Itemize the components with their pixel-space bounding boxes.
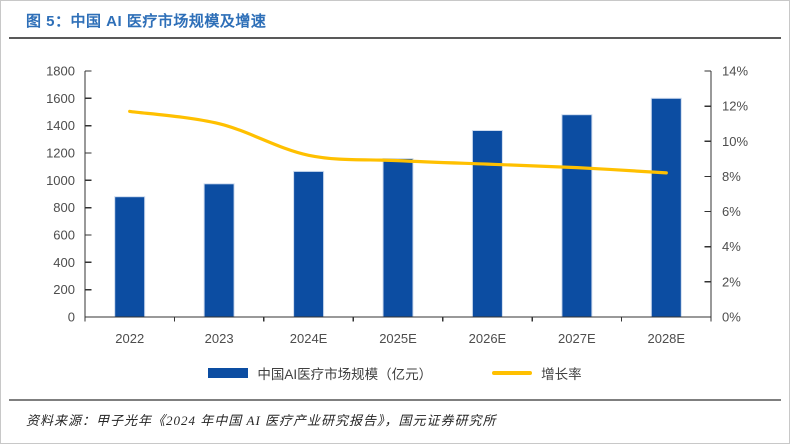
left-axis-label: 1800 [46,64,75,79]
bar-2026E [471,130,503,318]
bar-2022 [114,196,146,318]
legend-label-growth-rate: 增长率 [541,367,582,382]
x-axis-label-2023: 2023 [205,331,234,346]
legend-item-market-size: 中国AI医疗市场规模（亿元） [208,363,432,383]
bar-2023 [203,183,235,318]
right-axis-label: 6% [722,204,741,219]
bar-series-swatch-icon [208,368,249,378]
bar-2024E [293,170,325,318]
source-note: 资料来源：甲子光年《2024 年中国 AI 医疗产业研究报告》，国元证券研究所 [26,413,497,428]
left-axis-label: 1200 [46,146,75,161]
x-axis-label-2025E: 2025E [379,331,417,346]
line-series-swatch-icon [492,371,533,375]
x-axis-label-2022: 2022 [115,331,144,346]
x-axis-label-2028E: 2028E [647,331,685,346]
source-rule [9,399,781,401]
right-axis-label: 2% [722,274,741,289]
right-axis-label: 0% [722,310,741,325]
title-rule [9,37,781,39]
left-axis-label: 0 [68,310,75,325]
bar-2027E [561,114,593,318]
right-axis-label: 12% [722,99,748,114]
right-axis-label: 4% [722,239,741,254]
left-axis-label: 1000 [46,173,75,188]
left-axis-label: 600 [53,228,75,243]
right-axis-label: 10% [722,134,748,149]
right-axis-label: 8% [722,169,741,184]
left-axis-label: 1400 [46,118,75,133]
growth-rate-line [128,109,668,175]
x-axis-label-2026E: 2026E [469,331,507,346]
x-axis-label-2024E: 2024E [290,331,328,346]
legend-item-growth-rate: 增长率 [492,363,582,383]
x-axis-label-2027E: 2027E [558,331,596,346]
left-axis-label: 200 [53,282,75,297]
figure-title: 图 5：中国 AI 医疗市场规模及增速 [26,13,267,30]
bar-2025E [382,158,414,318]
chart-legend: 中国AI医疗市场规模（亿元） 增长率 [1,363,789,383]
bar-2028E [650,97,682,318]
legend-label-market-size: 中国AI医疗市场规模（亿元） [257,367,433,382]
left-axis-label: 1600 [46,91,75,106]
left-axis-label: 800 [53,200,75,215]
left-axis-label: 400 [53,255,75,270]
right-axis-label: 14% [722,64,748,79]
